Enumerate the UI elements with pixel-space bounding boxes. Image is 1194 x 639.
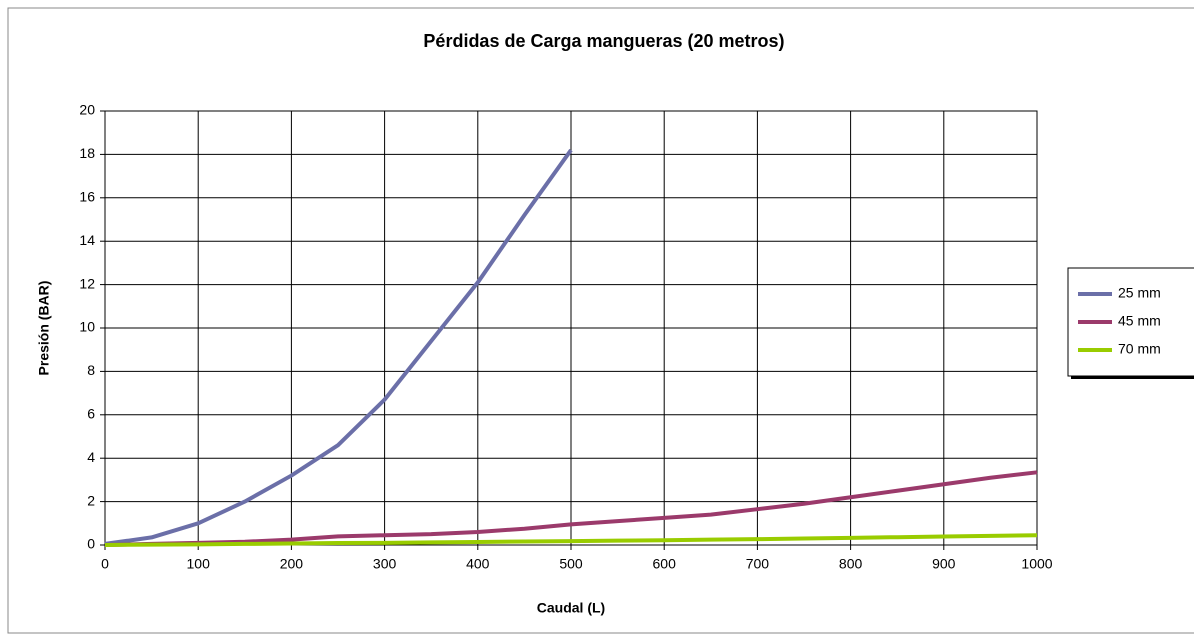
legend-label: 45 mm [1118, 313, 1161, 329]
x-tick-label: 400 [466, 556, 490, 572]
y-tick-label: 8 [87, 362, 95, 378]
y-tick-label: 18 [79, 145, 95, 161]
legend-label: 25 mm [1118, 285, 1161, 301]
x-tick-label: 1000 [1021, 556, 1052, 572]
y-tick-label: 20 [79, 102, 95, 118]
y-tick-label: 2 [87, 492, 95, 508]
y-tick-label: 12 [79, 275, 95, 291]
x-tick-label: 300 [373, 556, 397, 572]
y-tick-label: 16 [79, 189, 95, 205]
x-tick-label: 200 [280, 556, 304, 572]
x-tick-label: 0 [101, 556, 109, 572]
x-tick-label: 700 [746, 556, 770, 572]
x-tick-label: 900 [932, 556, 956, 572]
x-tick-label: 500 [559, 556, 583, 572]
legend-label: 70 mm [1118, 341, 1161, 357]
x-tick-label: 600 [653, 556, 677, 572]
y-tick-label: 4 [87, 449, 95, 465]
y-axis-title: Presión (BAR) [36, 281, 52, 376]
chart-title: Pérdidas de Carga mangueras (20 metros) [423, 31, 784, 51]
y-tick-label: 0 [87, 536, 95, 552]
series-line [104, 533, 1038, 547]
x-tick-label: 800 [839, 556, 863, 572]
x-axis-title: Caudal (L) [537, 600, 605, 616]
x-tick-label: 100 [187, 556, 211, 572]
y-tick-label: 14 [79, 232, 95, 248]
series-line [104, 470, 1038, 547]
y-tick-label: 10 [79, 319, 95, 335]
y-tick-label: 6 [87, 406, 95, 422]
series-line [104, 148, 573, 546]
